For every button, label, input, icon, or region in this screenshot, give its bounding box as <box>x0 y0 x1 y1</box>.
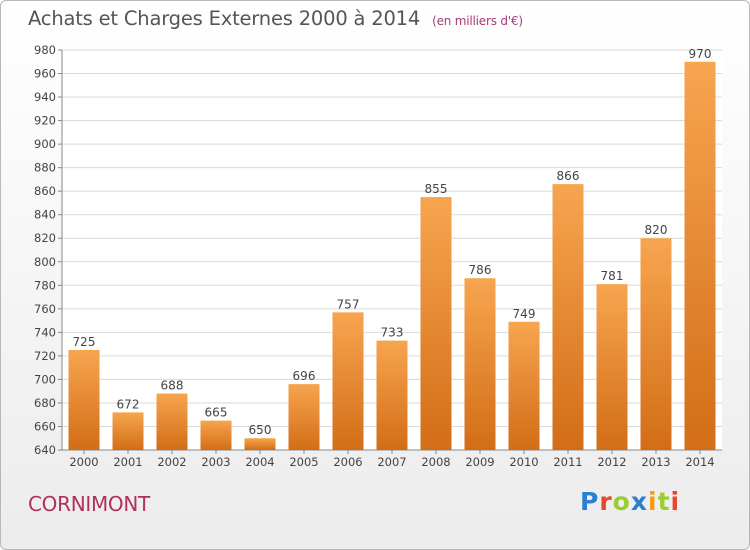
data-label: 820 <box>645 223 668 237</box>
chart-subtitle: (en milliers d'€) <box>432 14 523 28</box>
y-tick-label: 900 <box>34 137 56 151</box>
chart-title-text: Achats et Charges Externes 2000 à 2014 <box>28 7 421 30</box>
y-tick-label: 860 <box>34 184 56 198</box>
bar-2006 <box>332 312 364 450</box>
data-label: 665 <box>205 406 228 420</box>
x-tick-label: 2002 <box>157 455 186 469</box>
y-tick-label: 960 <box>34 67 56 81</box>
y-tick-label: 720 <box>34 349 56 363</box>
bar-2007 <box>376 340 408 450</box>
x-tick-label: 2003 <box>201 455 230 469</box>
data-label: 855 <box>425 182 448 196</box>
bar-2002 <box>156 393 188 450</box>
x-tick-label: 2012 <box>597 455 626 469</box>
x-tick-label: 2008 <box>421 455 450 469</box>
y-tick-label: 840 <box>34 208 56 222</box>
x-tick-label: 2007 <box>377 455 406 469</box>
proxiti-logo[interactable]: Proxiti <box>580 487 680 516</box>
bar-2008 <box>420 197 452 450</box>
x-tick-label: 2001 <box>113 455 142 469</box>
data-label: 970 <box>689 47 712 61</box>
y-tick-label: 660 <box>34 419 56 433</box>
bar-2010 <box>508 321 540 450</box>
axes: 640 660 680 700 720 740 760 780 800 820 840 860 880 9… <box>34 43 722 469</box>
x-tick-label: 2009 <box>465 455 494 469</box>
data-label: 781 <box>601 269 624 283</box>
logo-letter: o <box>612 487 631 516</box>
data-label: 672 <box>117 397 140 411</box>
x-tick-label: 2006 <box>333 455 362 469</box>
bar-2012 <box>596 284 628 450</box>
logo-letter: r <box>599 487 613 516</box>
y-tick-label: 760 <box>34 302 56 316</box>
y-tick-label: 780 <box>34 278 56 292</box>
y-tick-label: 680 <box>34 396 56 410</box>
x-tick-label: 2005 <box>289 455 318 469</box>
bar-2001 <box>112 412 144 450</box>
y-tick-label: 940 <box>34 90 56 104</box>
commune-name: CORNIMONT <box>28 492 150 516</box>
y-tick-label: 640 <box>34 443 56 457</box>
data-label: 866 <box>557 169 580 183</box>
data-label: 688 <box>161 379 184 393</box>
logo-letter: x <box>630 487 648 516</box>
bar-2000 <box>68 350 100 450</box>
bar-2003 <box>200 420 232 450</box>
y-tick-label: 740 <box>34 325 56 339</box>
x-tick-label: 2013 <box>641 455 670 469</box>
data-label: 696 <box>293 369 316 383</box>
logo-letter: i <box>670 487 681 516</box>
y-tick-label: 820 <box>34 231 56 245</box>
data-label: 650 <box>249 423 272 437</box>
logo-letter: i <box>648 487 658 516</box>
y-tick-label: 800 <box>34 255 56 269</box>
data-label: 757 <box>337 297 360 311</box>
x-tick-label: 2000 <box>69 455 98 469</box>
bar-2014 <box>684 61 716 450</box>
bar-2011 <box>552 184 584 450</box>
data-label: 725 <box>73 335 96 349</box>
y-tick-label: 980 <box>34 43 56 57</box>
logo-letter: P <box>580 487 600 516</box>
bar-2004 <box>244 438 276 450</box>
y-tick-label: 920 <box>34 114 56 128</box>
y-tick-label: 880 <box>34 161 56 175</box>
bar-2009 <box>464 278 496 450</box>
bars <box>68 61 716 450</box>
data-labels: 725 672 688 665 650 696 757 733 855 786 749 866 781 8… <box>73 47 712 437</box>
data-label: 733 <box>381 326 404 340</box>
data-label: 786 <box>469 263 492 277</box>
chart-title: Achats et Charges Externes 2000 à 2014 (… <box>28 7 523 30</box>
logo-letter: t <box>657 487 671 516</box>
y-tick-label: 700 <box>34 372 56 386</box>
x-tick-label: 2014 <box>685 455 714 469</box>
data-label: 749 <box>513 307 536 321</box>
x-tick-label: 2011 <box>553 455 582 469</box>
bar-2013 <box>640 238 672 450</box>
x-tick-label: 2010 <box>509 455 538 469</box>
bar-2005 <box>288 384 320 450</box>
x-tick-label: 2004 <box>245 455 274 469</box>
